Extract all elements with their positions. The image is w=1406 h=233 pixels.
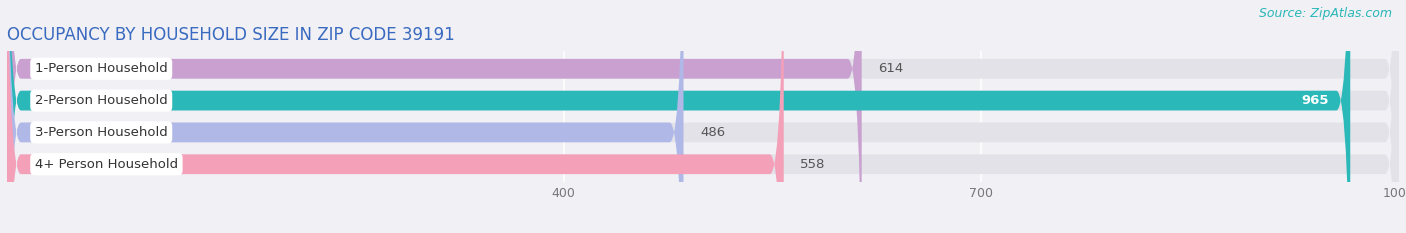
Text: 614: 614 [879,62,904,75]
Text: 558: 558 [800,158,825,171]
Text: 4+ Person Household: 4+ Person Household [35,158,179,171]
Text: 3-Person Household: 3-Person Household [35,126,167,139]
Text: 486: 486 [700,126,725,139]
FancyBboxPatch shape [7,0,1399,233]
FancyBboxPatch shape [7,0,783,233]
Text: 965: 965 [1302,94,1330,107]
FancyBboxPatch shape [7,0,1399,233]
FancyBboxPatch shape [7,0,1399,233]
Text: 2-Person Household: 2-Person Household [35,94,167,107]
FancyBboxPatch shape [7,0,1350,233]
FancyBboxPatch shape [7,0,1399,233]
FancyBboxPatch shape [7,0,683,233]
Text: 1-Person Household: 1-Person Household [35,62,167,75]
Text: OCCUPANCY BY HOUSEHOLD SIZE IN ZIP CODE 39191: OCCUPANCY BY HOUSEHOLD SIZE IN ZIP CODE … [7,26,454,44]
Text: Source: ZipAtlas.com: Source: ZipAtlas.com [1258,7,1392,20]
FancyBboxPatch shape [7,0,862,233]
